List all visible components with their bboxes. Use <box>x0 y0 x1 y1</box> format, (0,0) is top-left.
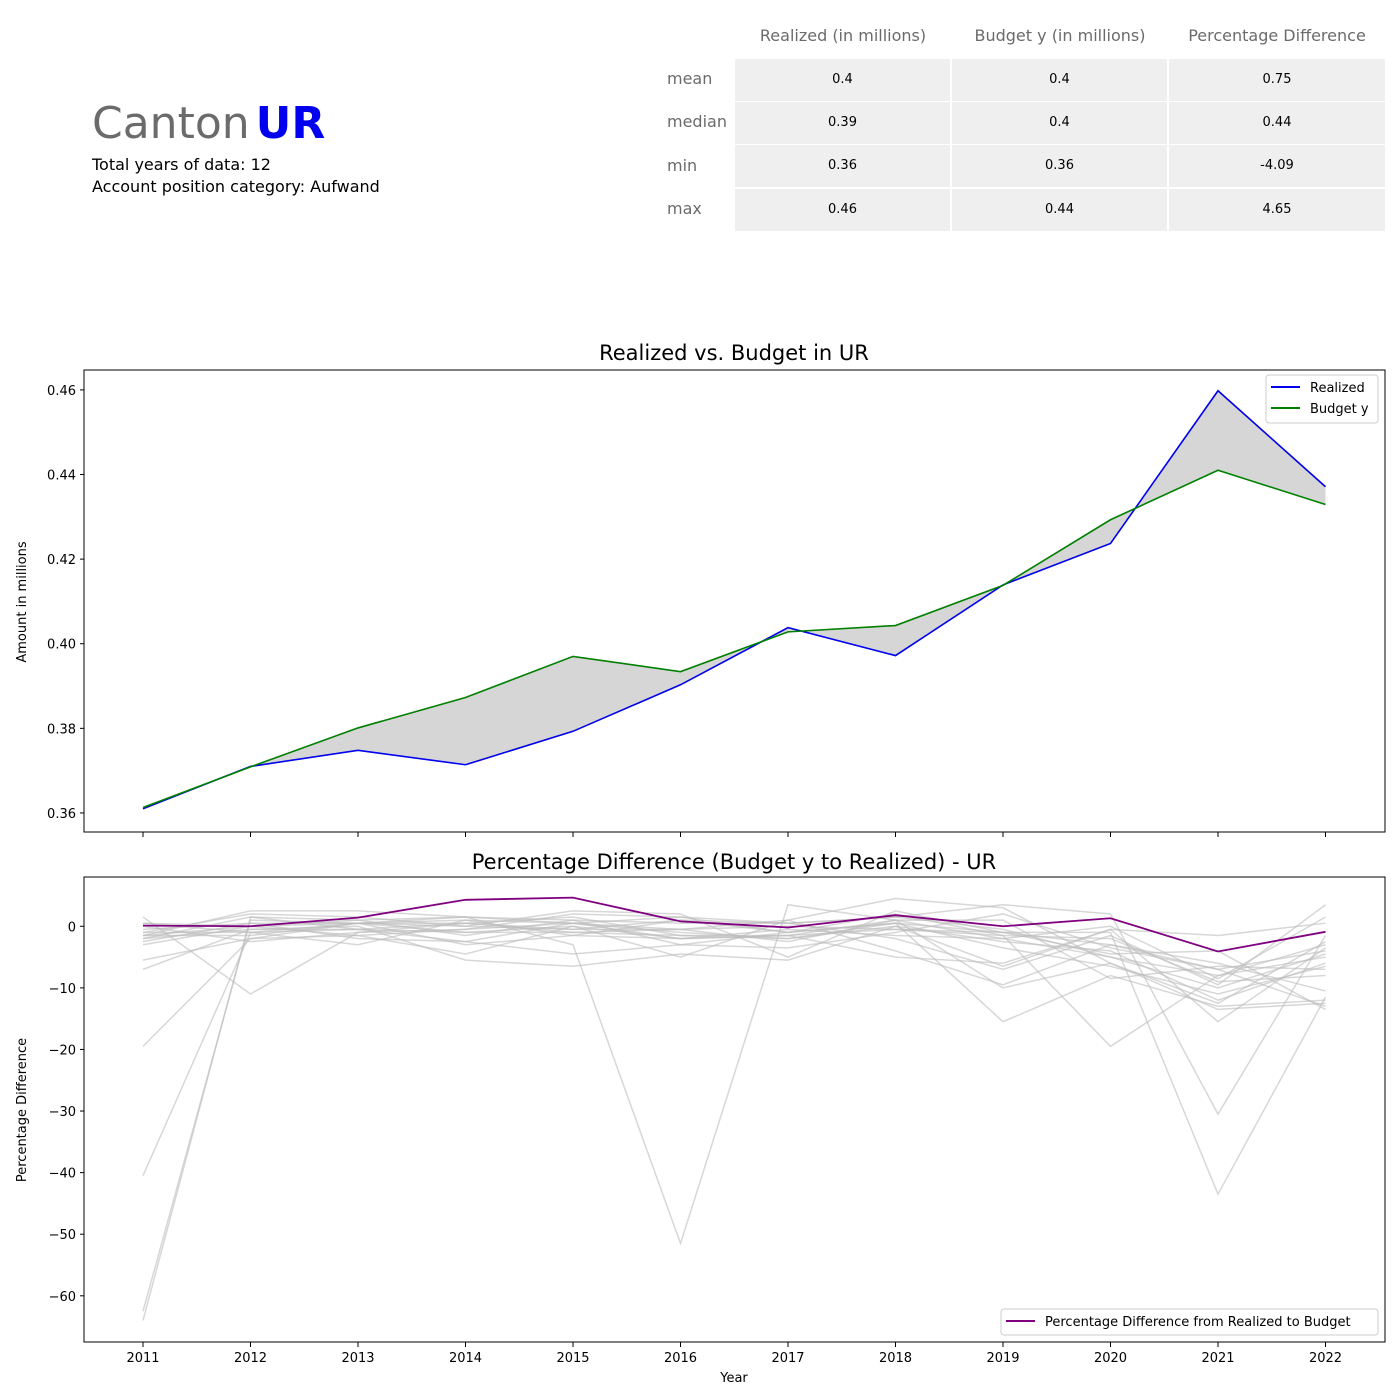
stats-cell: -4.09 <box>1169 145 1385 187</box>
stats-cell: 0.4 <box>952 102 1167 144</box>
stats-cell: 0.46 <box>735 189 950 231</box>
x-tick-label: 2012 <box>234 1351 267 1366</box>
stats-row-label: max <box>667 199 702 218</box>
fill-segment <box>573 656 681 732</box>
background-line <box>142 925 1326 1023</box>
x-axis-ticks <box>142 832 1326 837</box>
stats-cell: 0.4 <box>952 59 1167 101</box>
stats-column-header: Realized (in millions) <box>759 26 927 45</box>
y-tick-label: −60 <box>49 1290 76 1305</box>
legend: Realized Budget y <box>1265 374 1379 424</box>
percentage-difference-line <box>142 896 1326 953</box>
series-lines <box>142 896 1326 953</box>
legend-label: Percentage Difference from Realized to B… <box>1045 1315 1351 1330</box>
x-tick-label: 2020 <box>1094 1351 1127 1366</box>
stats-cell: 0.44 <box>952 189 1167 231</box>
background-line <box>142 925 1326 1011</box>
percentage-difference-chart: Percentage Difference (Budget y to Reali… <box>15 850 1386 1386</box>
x-tick-label: 2019 <box>986 1351 1019 1366</box>
legend-label: Budget y <box>1310 402 1369 417</box>
stats-column-header: Budget y (in millions) <box>974 26 1146 45</box>
y-axis-label: Amount in millions <box>15 541 30 663</box>
background-line <box>142 916 1326 989</box>
y-tick-label: 0 <box>68 920 76 935</box>
fill-segment <box>358 697 466 765</box>
x-tick-label: 2013 <box>341 1351 374 1366</box>
stats-row-label: median <box>667 112 727 131</box>
account-category: Account position category: Aufwand <box>92 177 380 196</box>
realized-line <box>142 389 1327 810</box>
realized-vs-budget-chart: Realized vs. Budget in UR Amount in mill… <box>15 341 1386 837</box>
canton-title: Canton UR <box>92 98 380 154</box>
y-tick-label: −30 <box>49 1105 76 1120</box>
x-axis-label: Year <box>719 1371 748 1386</box>
y-axis-ticks: −60 −50 −40 −30 −20 −10 0 <box>49 920 84 1305</box>
canton-word: Canton <box>92 98 250 149</box>
chart-title: Percentage Difference (Budget y to Reali… <box>472 850 996 874</box>
x-tick-label: 2014 <box>449 1351 482 1366</box>
stats-row-label: mean <box>667 69 713 88</box>
x-axis-ticks: 2011 2012 2013 2014 2015 2016 2017 2018 2019 2020… <box>126 1342 1342 1366</box>
stats-cell: 0.36 <box>735 145 950 187</box>
background-line <box>142 919 1326 1048</box>
background-series <box>142 897 1327 1321</box>
stats-cell: 0.75 <box>1169 59 1385 101</box>
plot-frame <box>83 369 1386 833</box>
y-tick-label: 0.36 <box>47 807 76 822</box>
x-tick-label: 2015 <box>556 1351 589 1366</box>
y-tick-label: 0.38 <box>47 722 76 737</box>
legend-box <box>1000 1308 1379 1336</box>
legend-label: Realized <box>1310 381 1365 396</box>
stats-column-header: Percentage Difference <box>1188 26 1366 45</box>
background-line <box>143 919 1326 995</box>
canton-code: UR <box>255 98 326 149</box>
budget-line <box>142 469 1326 809</box>
x-tick-label: 2022 <box>1309 1351 1342 1366</box>
y-tick-label: −50 <box>49 1228 76 1243</box>
stats-cell: 4.65 <box>1169 189 1385 231</box>
y-tick-label: −40 <box>49 1167 76 1182</box>
y-axis-label: Percentage Difference <box>15 1038 30 1182</box>
x-tick-label: 2017 <box>771 1351 804 1366</box>
y-tick-label: 0.40 <box>47 638 76 653</box>
x-tick-label: 2016 <box>664 1351 697 1366</box>
stats-cell: 0.44 <box>1169 102 1385 144</box>
stats-cell: 0.4 <box>735 59 950 101</box>
background-line <box>142 916 1326 980</box>
fill-between-area <box>143 390 1326 809</box>
fill-segment <box>465 656 573 765</box>
x-tick-label: 2021 <box>1201 1351 1234 1366</box>
chart-title: Realized vs. Budget in UR <box>599 341 869 365</box>
background-line <box>142 916 1326 980</box>
fill-segment <box>1218 390 1326 505</box>
stats-row-label: min <box>667 156 698 175</box>
y-tick-label: −20 <box>49 1043 76 1058</box>
canton-header: Canton UR Total years of data: 12 Accoun… <box>92 98 380 198</box>
y-tick-label: 0.46 <box>47 384 76 399</box>
years-of-data: Total years of data: 12 <box>92 155 271 174</box>
y-tick-label: 0.44 <box>47 469 76 484</box>
x-tick-label: 2011 <box>126 1351 159 1366</box>
y-axis-ticks: 0.36 0.38 0.40 0.42 0.44 0.46 <box>47 384 84 822</box>
stats-cell: 0.36 <box>952 145 1167 187</box>
legend: Percentage Difference from Realized to B… <box>1000 1308 1379 1336</box>
y-tick-label: 0.42 <box>47 553 76 568</box>
series-lines <box>142 389 1327 810</box>
x-tick-label: 2018 <box>879 1351 912 1366</box>
stats-cell: 0.39 <box>735 102 950 144</box>
y-tick-label: −10 <box>49 982 76 997</box>
plot-frame <box>83 876 1386 1343</box>
background-line <box>142 903 1326 1246</box>
